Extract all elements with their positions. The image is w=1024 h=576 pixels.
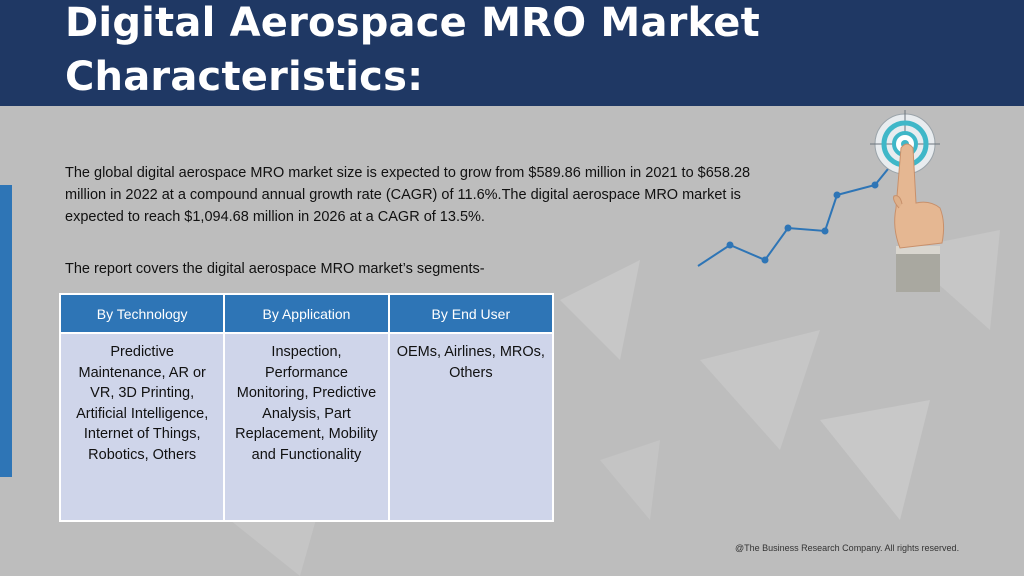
segments-intro: The report covers the digital aerospace …	[65, 261, 485, 277]
segments-table: By Technology By Application By End User…	[58, 293, 555, 522]
copyright-footer: @The Business Research Company. All righ…	[735, 543, 960, 553]
header-by-end-user: By End User	[387, 293, 555, 334]
pointing-hand-icon	[893, 143, 945, 292]
header-banner: Digital Aerospace MRO Market Characteris…	[0, 0, 1024, 106]
growth-illustration	[697, 110, 945, 292]
title-line-2: Characteristics:	[65, 54, 424, 100]
cell-end-user: OEMs, Airlines, MROs, Others	[387, 332, 555, 522]
header-by-application: By Application	[223, 293, 390, 334]
left-accent-bar	[0, 185, 12, 477]
intro-paragraph: The global digital aerospace MRO market …	[65, 165, 751, 225]
table-header-row: By Technology By Application By End User	[58, 293, 555, 334]
cell-technology: Predictive Maintenance, AR or VR, 3D Pri…	[58, 332, 226, 522]
growth-line-icon	[697, 147, 906, 267]
title-line-1: Digital Aerospace MRO Market	[65, 0, 760, 46]
header-by-technology: By Technology	[58, 293, 226, 334]
cell-application: Inspection, Performance Monitoring, Pred…	[223, 332, 390, 522]
page-title: Digital Aerospace MRO Market Characteris…	[65, 0, 825, 104]
table-row: Predictive Maintenance, AR or VR, 3D Pri…	[58, 332, 555, 522]
